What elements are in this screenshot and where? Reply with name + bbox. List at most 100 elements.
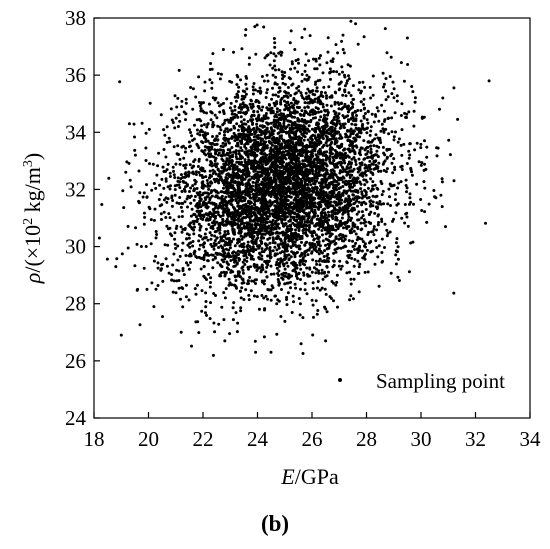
sampling-point (280, 196, 284, 199)
sampling-point (383, 27, 387, 31)
sampling-point (264, 294, 268, 298)
sampling-point (303, 101, 307, 105)
sampling-point (312, 205, 316, 209)
sampling-point (120, 252, 124, 256)
sampling-point (384, 89, 388, 93)
sampling-point (209, 142, 213, 146)
sampling-point (197, 157, 201, 161)
sampling-point (269, 350, 273, 354)
sampling-point (154, 230, 158, 233)
sampling-point (170, 118, 174, 122)
sampling-point (259, 223, 262, 227)
sampling-point (334, 211, 338, 215)
sampling-point (184, 185, 187, 189)
sampling-point (296, 195, 300, 199)
sampling-point (363, 183, 367, 187)
sampling-point (204, 198, 208, 201)
sampling-point (366, 186, 370, 190)
sampling-point (294, 170, 298, 174)
sampling-point (271, 93, 275, 97)
sampling-point (325, 168, 329, 172)
sampling-point (371, 184, 375, 188)
sampling-point (395, 99, 399, 103)
sampling-point (338, 220, 342, 224)
sampling-point (261, 124, 265, 128)
sampling-point (292, 260, 296, 264)
sampling-point (278, 109, 282, 112)
sampling-point (238, 275, 242, 279)
sampling-point (347, 239, 351, 243)
sampling-point (395, 94, 399, 98)
sampling-point (201, 218, 205, 221)
sampling-point (342, 51, 346, 55)
sampling-point (272, 59, 276, 63)
sampling-point (273, 221, 277, 225)
sampling-point (439, 193, 443, 197)
sampling-point (124, 170, 128, 174)
sampling-point (289, 245, 293, 249)
sampling-point (307, 144, 311, 148)
sampling-point (238, 110, 242, 114)
sampling-point (224, 176, 228, 179)
sampling-point (316, 107, 320, 111)
sampling-point (233, 284, 237, 288)
sampling-point (338, 206, 342, 210)
sampling-point (324, 134, 328, 138)
sampling-point (293, 48, 297, 51)
sampling-point (349, 282, 353, 286)
sampling-point (289, 29, 293, 33)
sampling-point (268, 214, 271, 218)
sampling-point (300, 36, 304, 39)
sampling-point (225, 97, 229, 101)
sampling-point (380, 182, 384, 186)
sampling-point (352, 264, 356, 268)
sampling-point (206, 238, 210, 242)
sampling-point (334, 283, 338, 287)
sampling-point (244, 204, 248, 208)
sampling-point (388, 147, 392, 151)
sampling-point (213, 180, 217, 184)
sampling-point (318, 196, 322, 200)
sampling-point (336, 305, 339, 309)
sampling-point (183, 200, 187, 204)
sampling-point (351, 222, 355, 226)
sampling-point (357, 200, 361, 204)
sampling-point (261, 210, 265, 214)
sampling-point (357, 265, 361, 269)
sampling-point (193, 178, 197, 182)
sampling-point (338, 209, 342, 213)
sampling-point (263, 223, 267, 227)
sampling-point (220, 222, 224, 225)
sampling-point (273, 45, 277, 49)
sampling-point (396, 257, 400, 261)
sampling-point (250, 214, 254, 218)
sampling-point (277, 177, 281, 181)
sampling-point (211, 120, 215, 124)
sampling-point (347, 256, 351, 260)
sampling-point (341, 33, 345, 37)
sampling-point (181, 144, 185, 148)
sampling-point (372, 159, 376, 163)
sampling-point (328, 129, 332, 132)
sampling-point (200, 124, 204, 128)
sampling-point (150, 281, 154, 285)
sampling-point (277, 299, 281, 303)
sampling-point (212, 123, 216, 127)
sampling-point (193, 123, 196, 127)
sampling-point (175, 105, 179, 109)
sampling-point (355, 238, 359, 242)
sampling-point (265, 73, 269, 77)
sampling-point (220, 170, 224, 174)
sampling-point (335, 180, 338, 184)
sampling-point (352, 181, 355, 185)
sampling-point (240, 178, 244, 182)
sampling-point (300, 73, 304, 76)
sampling-point (320, 286, 324, 290)
sampling-point (320, 229, 324, 232)
sampling-point (372, 153, 376, 157)
sampling-point (283, 319, 287, 323)
sampling-point (375, 246, 379, 249)
sampling-point (350, 173, 354, 177)
sampling-point (257, 127, 260, 131)
sampling-point (203, 131, 207, 135)
